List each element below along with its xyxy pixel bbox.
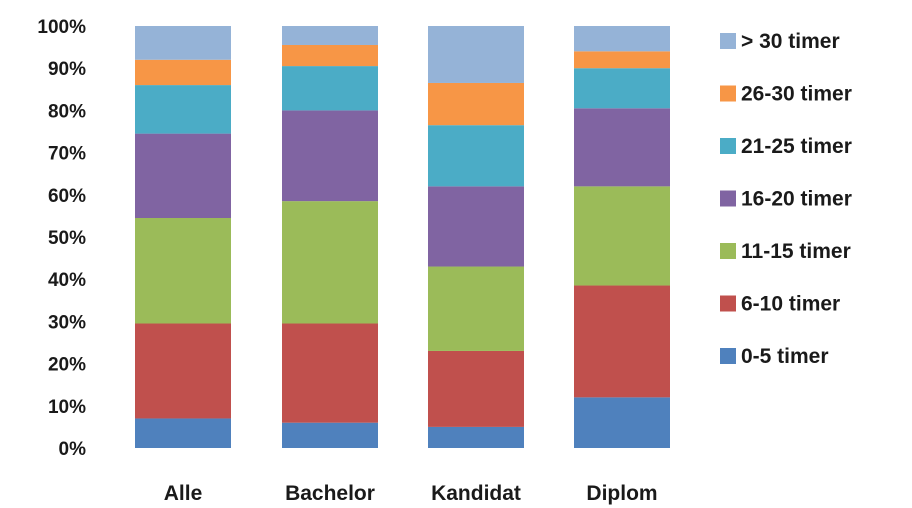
y-tick-label: 40% [48,270,86,291]
legend-item: > 30 timer [720,30,840,53]
y-tick-label: 60% [48,186,86,207]
legend-swatch [720,138,736,154]
legend-swatch [720,295,736,312]
bar-segment [135,218,231,324]
bar-segment [135,26,231,60]
bar-segment [135,59,231,86]
bar-segment [282,110,378,202]
y-tick-label: 10% [48,397,86,418]
x-tick-label: Bachelor [285,482,375,505]
bar-segment [282,422,378,448]
x-tick-label: Kandidat [431,482,521,505]
legend-label: 0-5 timer [741,345,829,368]
bars [135,26,670,448]
bar-segment [428,26,524,83]
y-tick-label: 90% [48,59,86,80]
legend: > 30 timer 26-30 timer 21-25 timer 16-20 ti… [720,30,852,368]
legend-item: 0-5 timer [720,345,829,368]
bar-segment [135,133,231,219]
bar-segment [574,285,670,398]
legend-item: 11-15 timer [720,240,851,263]
y-tick-label: 70% [48,144,86,165]
y-tick-label: 100% [37,17,86,38]
bar-segment [428,82,524,126]
y-tick-label: 50% [48,228,86,249]
legend-label: 16-20 timer [741,188,852,211]
legend-swatch [720,190,736,207]
bar-segment [135,323,231,419]
legend-swatch [720,243,736,259]
bar-segment [574,108,670,187]
y-tick-label: 30% [48,312,86,333]
bar-segment [282,201,378,324]
legend-swatch [720,348,736,364]
legend-label: 21-25 timer [741,135,852,158]
y-tick-label: 20% [48,355,86,376]
bar-segment [282,66,378,111]
bar-segment [574,51,670,69]
bar-segment [574,397,670,448]
legend-item: 16-20 timer [720,188,852,211]
bar-segment [428,125,524,187]
legend-swatch [720,85,736,102]
bar-segment [282,323,378,423]
legend-item: 21-25 timer [720,135,852,158]
x-axis-labels: Alle Bachelor Kandidat Diplom [164,482,658,505]
bar-segment [574,68,670,109]
legend-swatch [720,33,736,49]
bar-segment [428,350,524,427]
legend-label: 11-15 timer [741,240,851,263]
bar-segment [574,186,670,286]
bar-segment [282,26,378,45]
y-tick-label: 0% [59,439,87,460]
bar-segment [282,44,378,67]
x-tick-label: Alle [164,482,203,505]
bar-segment [574,26,670,52]
bar-segment [428,186,524,267]
legend-label: 26-30 timer [741,83,852,106]
legend-item: 6-10 timer [720,293,840,316]
y-axis-ticks: 0% 10% 20% 30% 40% 50% 60% 70% 80% 90% 100% [37,17,86,460]
x-tick-label: Diplom [586,482,657,505]
bar-segment [428,426,524,448]
bar-segment [428,266,524,351]
y-tick-label: 80% [48,101,86,122]
legend-label: 6-10 timer [741,293,840,316]
bar-segment [135,418,231,448]
bar-segment [135,85,231,134]
legend-label: > 30 timer [741,30,840,53]
legend-item: 26-30 timer [720,83,852,106]
